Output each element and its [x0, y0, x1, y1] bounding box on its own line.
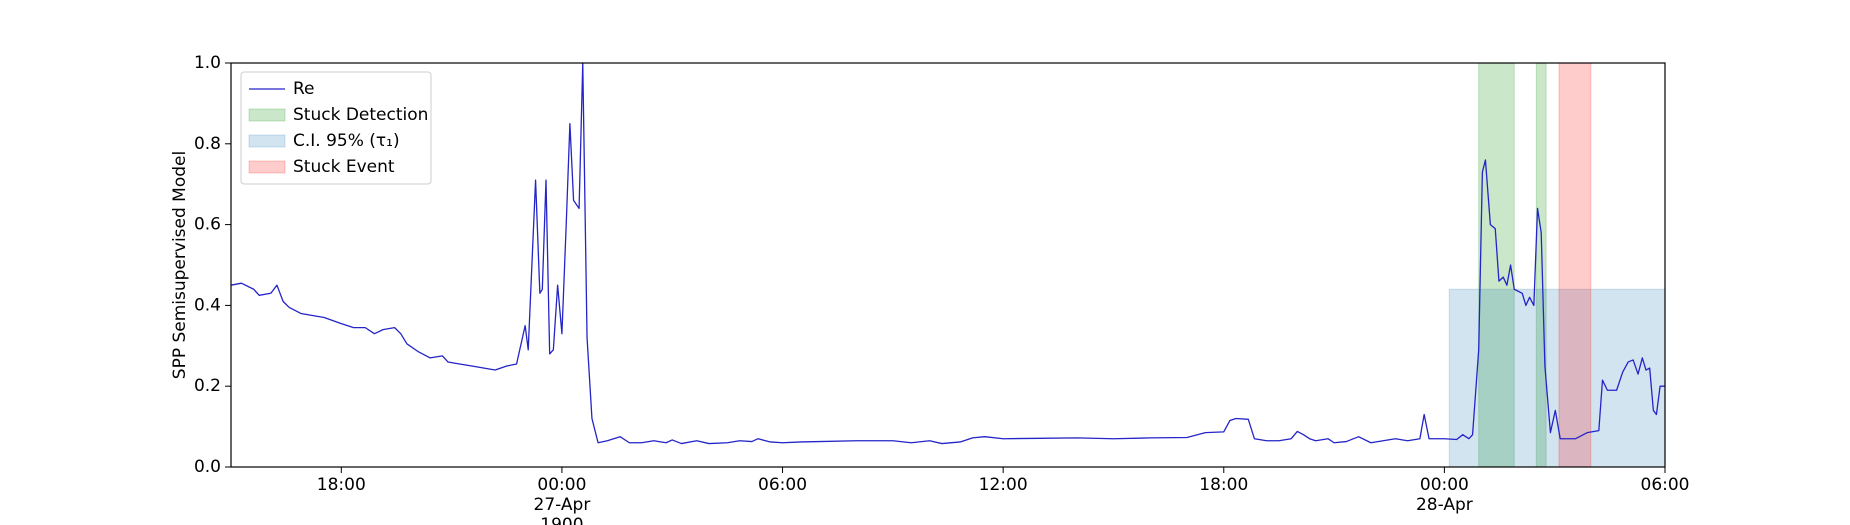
legend-label: Stuck Event [293, 157, 395, 177]
x-tick-label: 06:00 [758, 475, 808, 495]
data-line [230, 62, 1665, 445]
shaded-region [1478, 62, 1515, 468]
y-tick-label: 0.2 [194, 376, 221, 396]
plot-frame [230, 62, 1666, 468]
y-axis-label: SPP Semisupervised Model [170, 151, 190, 379]
legend-label: Re [293, 79, 315, 99]
legend-swatch [248, 160, 286, 174]
y-tick-label: 0.8 [194, 134, 221, 154]
x-tick-label: 18:00 [1199, 475, 1249, 495]
y-tick-label: 1.0 [194, 53, 221, 73]
x-tick-label: 00:00 28-Apr [1415, 475, 1473, 515]
y-tick-label: 0.6 [194, 215, 221, 235]
x-tick-label: 18:00 [316, 475, 366, 495]
legend-label: Stuck Detection [293, 105, 428, 125]
shaded-region [1448, 288, 1666, 468]
legend-box [240, 71, 432, 185]
x-tick-label: 00:00 27-Apr 1900 [533, 475, 591, 525]
y-tick-label: 0.0 [194, 457, 221, 477]
x-tick-label: 06:00 [1640, 475, 1690, 495]
shaded-region [1558, 62, 1592, 468]
legend-swatch [248, 134, 286, 148]
legend-label: C.I. 95% (τ₁) [293, 131, 400, 151]
legend-swatch [248, 108, 286, 122]
x-tick-label: 12:00 [978, 475, 1028, 495]
y-tick-label: 0.4 [194, 295, 221, 315]
